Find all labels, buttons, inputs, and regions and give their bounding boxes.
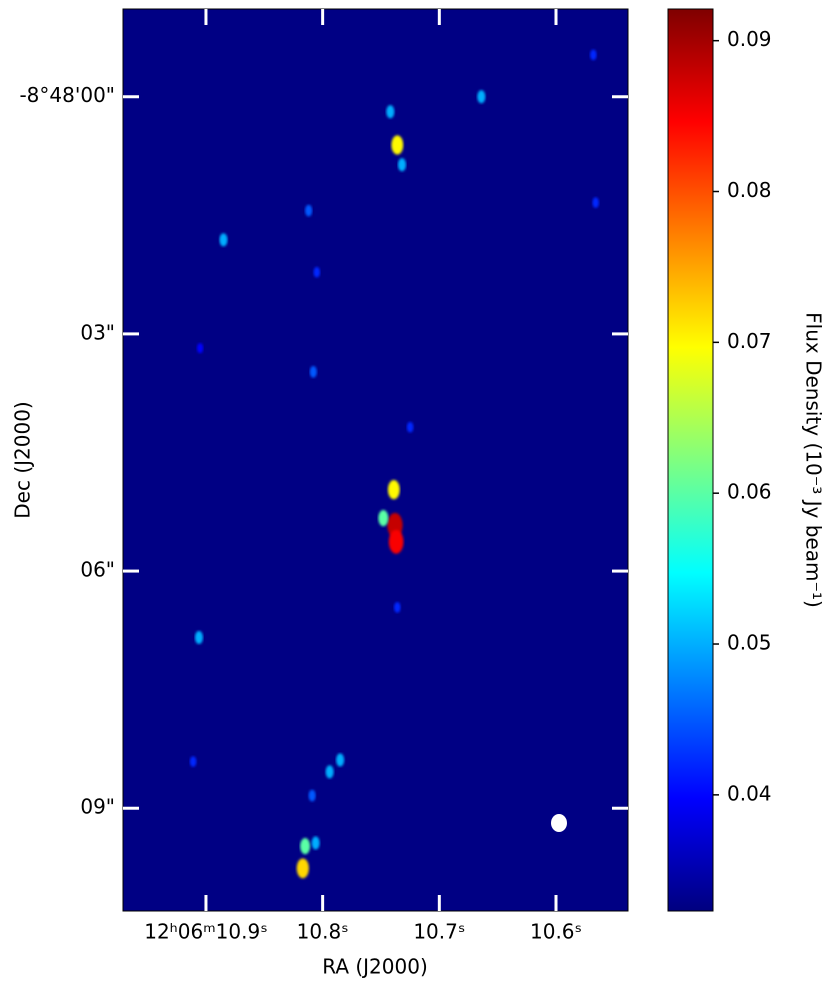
y-tick-label: -8°48'00"	[19, 83, 115, 107]
source	[309, 366, 317, 378]
x-axis-label: RA (J2000)	[322, 955, 428, 979]
source	[388, 529, 404, 554]
y-tick-label: 06"	[80, 558, 115, 582]
source	[300, 838, 311, 855]
source	[197, 343, 204, 354]
x-tick-label: 10.8ˢ	[297, 920, 349, 944]
source	[391, 135, 404, 155]
source	[194, 630, 204, 645]
source	[308, 789, 316, 802]
source	[386, 105, 395, 119]
colorbar-tick-label: 0.09	[727, 27, 772, 51]
source	[325, 765, 334, 779]
source	[189, 756, 197, 767]
y-tick-label: 03"	[80, 320, 115, 344]
source	[296, 858, 309, 879]
colorbar-tick-label: 0.05	[727, 631, 772, 655]
source	[219, 233, 228, 247]
source	[378, 509, 389, 527]
source	[387, 480, 400, 500]
source	[311, 836, 320, 850]
source	[406, 421, 414, 433]
plot-area	[122, 8, 629, 912]
colorbar-tick-label: 0.06	[727, 480, 772, 504]
beam	[551, 814, 567, 832]
y-axis-label: Dec (J2000)	[11, 401, 35, 518]
source	[592, 197, 599, 209]
colorbar-tick-label: 0.07	[727, 329, 772, 353]
source	[477, 90, 486, 104]
x-tick-label: 10.6ˢ	[530, 920, 582, 944]
colorbar	[667, 8, 714, 912]
colorbar-tick-label: 0.04	[727, 781, 772, 805]
x-tick-label: 10.7ˢ	[413, 920, 465, 944]
source	[305, 204, 313, 217]
colorbar-tick-label: 0.08	[727, 178, 772, 202]
x-tick-label: 12ʰ06ᵐ10.9ˢ	[144, 920, 267, 944]
source	[590, 49, 597, 61]
source	[336, 753, 345, 767]
y-tick-label: 09"	[80, 795, 115, 819]
source	[313, 266, 321, 278]
source	[397, 158, 407, 172]
colorbar-label: Flux Density (10⁻³ Jy beam⁻¹)	[802, 312, 826, 608]
source	[394, 602, 401, 613]
